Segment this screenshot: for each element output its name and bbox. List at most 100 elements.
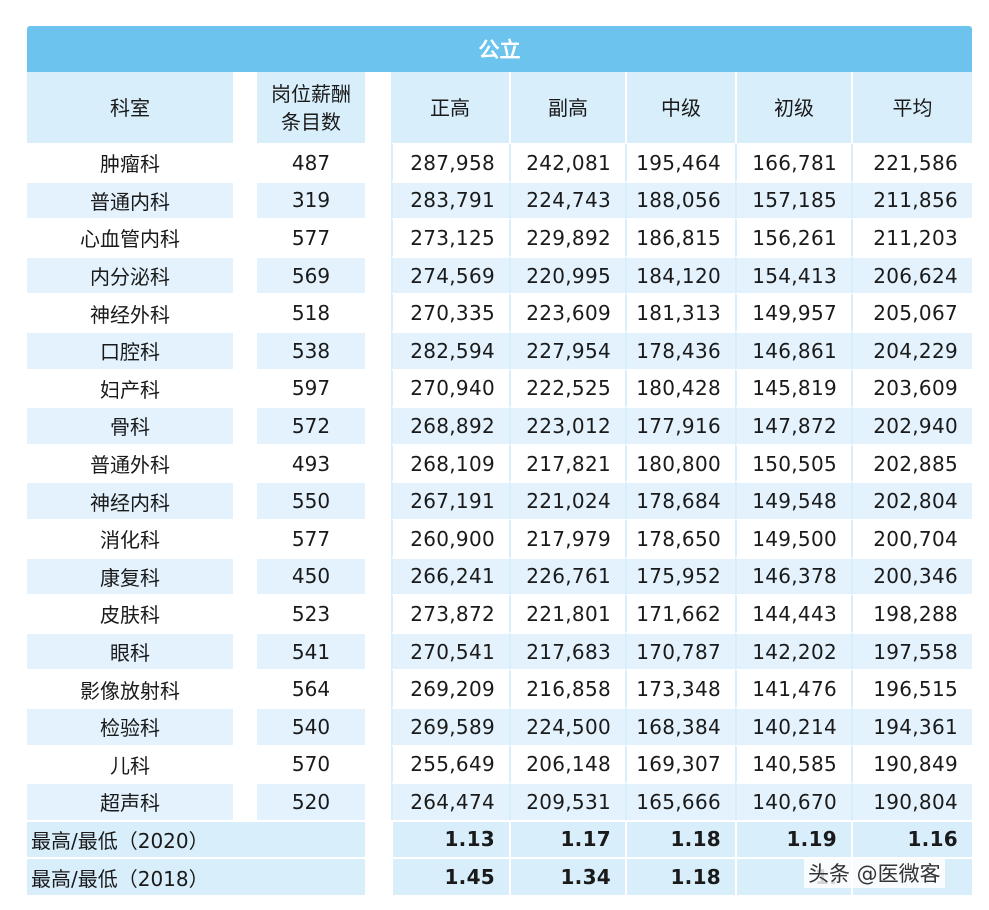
junior-cell: 156,261 [735, 218, 851, 256]
avg-cell: 190,804 [851, 782, 972, 820]
table-banner-title: 公立 [27, 26, 972, 72]
count-cell: 564 [257, 669, 365, 707]
senior-cell: 255,649 [391, 744, 509, 783]
junior-cell: 149,957 [735, 293, 851, 331]
junior-cell: 154,413 [735, 255, 851, 294]
avg-cell: 200,704 [851, 518, 972, 557]
avg-cell: 211,856 [851, 180, 972, 219]
table-row: 影像放射科 564 269,209 216,858 173,348 141,476 196,… [27, 669, 972, 707]
dept-cell: 消化科 [27, 518, 233, 557]
table-row: 普通内科 319 283,791 224,743 188,056 157,185 211,8… [27, 180, 972, 219]
junior-cell: 142,202 [735, 631, 851, 670]
table-row: 检验科 540 269,589 224,500 168,384 140,214 194,36… [27, 706, 972, 745]
count-cell: 523 [257, 594, 365, 632]
count-cell: 319 [257, 180, 365, 219]
assoc-cell: 221,801 [509, 594, 625, 632]
assoc-cell: 229,892 [509, 218, 625, 256]
count-cell: 569 [257, 255, 365, 294]
mid-cell: 195,464 [625, 143, 735, 181]
mid-cell: 181,313 [625, 293, 735, 331]
assoc-cell: 220,995 [509, 255, 625, 294]
junior-cell: 146,378 [735, 556, 851, 595]
assoc-cell: 227,954 [509, 330, 625, 369]
senior-cell: 264,474 [391, 782, 509, 820]
avg-cell: 205,067 [851, 293, 972, 331]
count-cell: 493 [257, 443, 365, 482]
table-row: 神经内科 550 267,191 221,024 178,684 149,548 202,8… [27, 481, 972, 519]
mid-cell: 178,436 [625, 330, 735, 369]
mid-cell: 180,428 [625, 368, 735, 407]
count-cell: 550 [257, 481, 365, 519]
junior-cell: 157,185 [735, 180, 851, 219]
table-row: 消化科 577 260,900 217,979 178,650 149,500 200,70… [27, 518, 972, 557]
dept-cell: 康复科 [27, 556, 233, 595]
header-count: 岗位薪酬 条目数 [257, 72, 365, 143]
mid-cell: 169,307 [625, 744, 735, 783]
table-row: 肿瘤科 487 287,958 242,081 195,464 166,781 221,58… [27, 143, 972, 181]
assoc-cell: 206,148 [509, 744, 625, 783]
mid-cell: 168,384 [625, 706, 735, 745]
summary-row: 最高/最低（2020） 1.13 1.17 1.18 1.19 1.16 [27, 819, 972, 858]
count-cell: 572 [257, 406, 365, 444]
avg-cell: 196,515 [851, 669, 972, 707]
header-dept: 科室 [27, 72, 233, 143]
avg-cell: 194,361 [851, 706, 972, 745]
mid-cell: 188,056 [625, 180, 735, 219]
senior-cell: 269,209 [391, 669, 509, 707]
junior-cell: 140,214 [735, 706, 851, 745]
table-row: 口腔科 538 282,594 227,954 178,436 146,861 204,22… [27, 330, 972, 369]
dept-cell: 肿瘤科 [27, 143, 233, 181]
header-avg: 平均 [851, 72, 972, 143]
senior-cell: 270,335 [391, 293, 509, 331]
senior-cell: 270,940 [391, 368, 509, 407]
senior-cell: 260,900 [391, 518, 509, 557]
dept-cell: 普通外科 [27, 443, 233, 482]
senior-cell: 267,191 [391, 481, 509, 519]
senior-cell: 270,541 [391, 631, 509, 670]
summary-row: 最高/最低（2018）1.451.341.181. [27, 857, 972, 895]
summary-junior-cell: 1.19 [735, 819, 851, 858]
avg-cell: 204,229 [851, 330, 972, 369]
table-row: 超声科 520 264,474 209,531 165,666 140,670 190,80… [27, 782, 972, 820]
mid-cell: 171,662 [625, 594, 735, 632]
count-cell: 540 [257, 706, 365, 745]
mid-cell: 177,916 [625, 406, 735, 444]
table-row: 内分泌科 569 274,569 220,995 184,120 154,413 206,6… [27, 255, 972, 294]
summary-mid-cell: 1.18 [625, 819, 735, 858]
summary-assoc-cell: 1.34 [509, 857, 625, 895]
dept-cell: 皮肤科 [27, 594, 233, 632]
senior-cell: 266,241 [391, 556, 509, 595]
avg-cell: 202,940 [851, 406, 972, 444]
assoc-cell: 217,979 [509, 518, 625, 557]
avg-cell: 197,558 [851, 631, 972, 670]
assoc-cell: 221,024 [509, 481, 625, 519]
avg-cell: 202,885 [851, 443, 972, 482]
mid-cell: 180,800 [625, 443, 735, 482]
count-cell: 518 [257, 293, 365, 331]
junior-cell: 140,585 [735, 744, 851, 783]
assoc-cell: 222,525 [509, 368, 625, 407]
junior-cell: 149,500 [735, 518, 851, 557]
table-row: 康复科 450 266,241 226,761 175,952 146,378 200,34… [27, 556, 972, 595]
salary-table: 科室 岗位薪酬 条目数 正高 副高 中级 初级 平均 肿瘤科 487 287,958… [27, 72, 972, 895]
junior-cell: 141,476 [735, 669, 851, 707]
mid-cell: 170,787 [625, 631, 735, 670]
header-assoc: 副高 [509, 72, 625, 143]
dept-cell: 骨科 [27, 406, 233, 444]
count-cell: 538 [257, 330, 365, 369]
count-cell: 577 [257, 518, 365, 557]
assoc-cell: 223,012 [509, 406, 625, 444]
count-cell: 570 [257, 744, 365, 783]
dept-cell: 神经外科 [27, 293, 233, 331]
senior-cell: 274,569 [391, 255, 509, 294]
assoc-cell: 224,743 [509, 180, 625, 219]
summary-assoc-cell: 1.17 [509, 819, 625, 858]
junior-cell: 140,670 [735, 782, 851, 820]
dept-cell: 儿科 [27, 744, 233, 783]
summary-label: 最高/最低（2020） [27, 819, 365, 858]
avg-cell: 211,203 [851, 218, 972, 256]
dept-cell: 眼科 [27, 631, 233, 670]
mid-cell: 178,684 [625, 481, 735, 519]
junior-cell: 147,872 [735, 406, 851, 444]
header-count-line2: 条目数 [281, 109, 341, 134]
